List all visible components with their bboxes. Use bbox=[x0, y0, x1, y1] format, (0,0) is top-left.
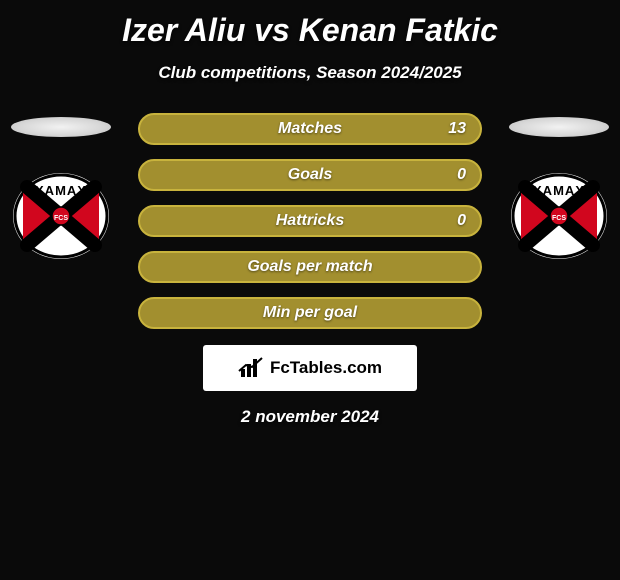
stat-row: Goals per match bbox=[138, 251, 482, 283]
player-right-photo-placeholder bbox=[509, 117, 609, 137]
svg-text:FCS: FCS bbox=[552, 215, 566, 222]
comparison-infographic: Izer Aliu vs Kenan Fatkic Club competiti… bbox=[0, 0, 620, 580]
stat-value: 13 bbox=[448, 120, 466, 138]
svg-text:FCS: FCS bbox=[54, 215, 68, 222]
stat-value: 0 bbox=[457, 212, 466, 230]
page-title: Izer Aliu vs Kenan Fatkic bbox=[0, 0, 620, 49]
stat-label: Min per goal bbox=[263, 304, 357, 322]
stat-label: Matches bbox=[278, 120, 342, 138]
svg-text:XAMAX: XAMAX bbox=[35, 183, 87, 198]
stat-label: Goals bbox=[288, 166, 332, 184]
stat-row: Goals 0 bbox=[138, 159, 482, 191]
stat-row: Matches 13 bbox=[138, 113, 482, 145]
stat-row: Hattricks 0 bbox=[138, 205, 482, 237]
stats-list: Matches 13 Goals 0 Hattricks 0 Goals per match… bbox=[138, 113, 482, 329]
club-badge-left: XAMAX FCS bbox=[13, 173, 109, 259]
player-right-column: XAMAX FCS bbox=[504, 113, 614, 259]
club-badge-right: XAMAX FCS bbox=[511, 173, 607, 259]
stat-row: Min per goal bbox=[138, 297, 482, 329]
brand-box[interactable]: FcTables.com bbox=[203, 345, 417, 391]
brand-text: FcTables.com bbox=[270, 358, 382, 378]
xamax-badge-icon: XAMAX FCS bbox=[511, 173, 607, 259]
subtitle: Club competitions, Season 2024/2025 bbox=[0, 63, 620, 83]
svg-text:XAMAX: XAMAX bbox=[533, 183, 585, 198]
player-left-column: XAMAX FCS bbox=[6, 113, 116, 259]
content-area: XAMAX FCS XAMAX FCS bbox=[0, 113, 620, 427]
xamax-badge-icon: XAMAX FCS bbox=[13, 173, 109, 259]
bar-chart-icon bbox=[238, 357, 264, 379]
player-left-photo-placeholder bbox=[11, 117, 111, 137]
date-text: 2 november 2024 bbox=[0, 407, 620, 427]
stat-label: Hattricks bbox=[276, 212, 344, 230]
stat-value: 0 bbox=[457, 166, 466, 184]
stat-label: Goals per match bbox=[247, 258, 372, 276]
